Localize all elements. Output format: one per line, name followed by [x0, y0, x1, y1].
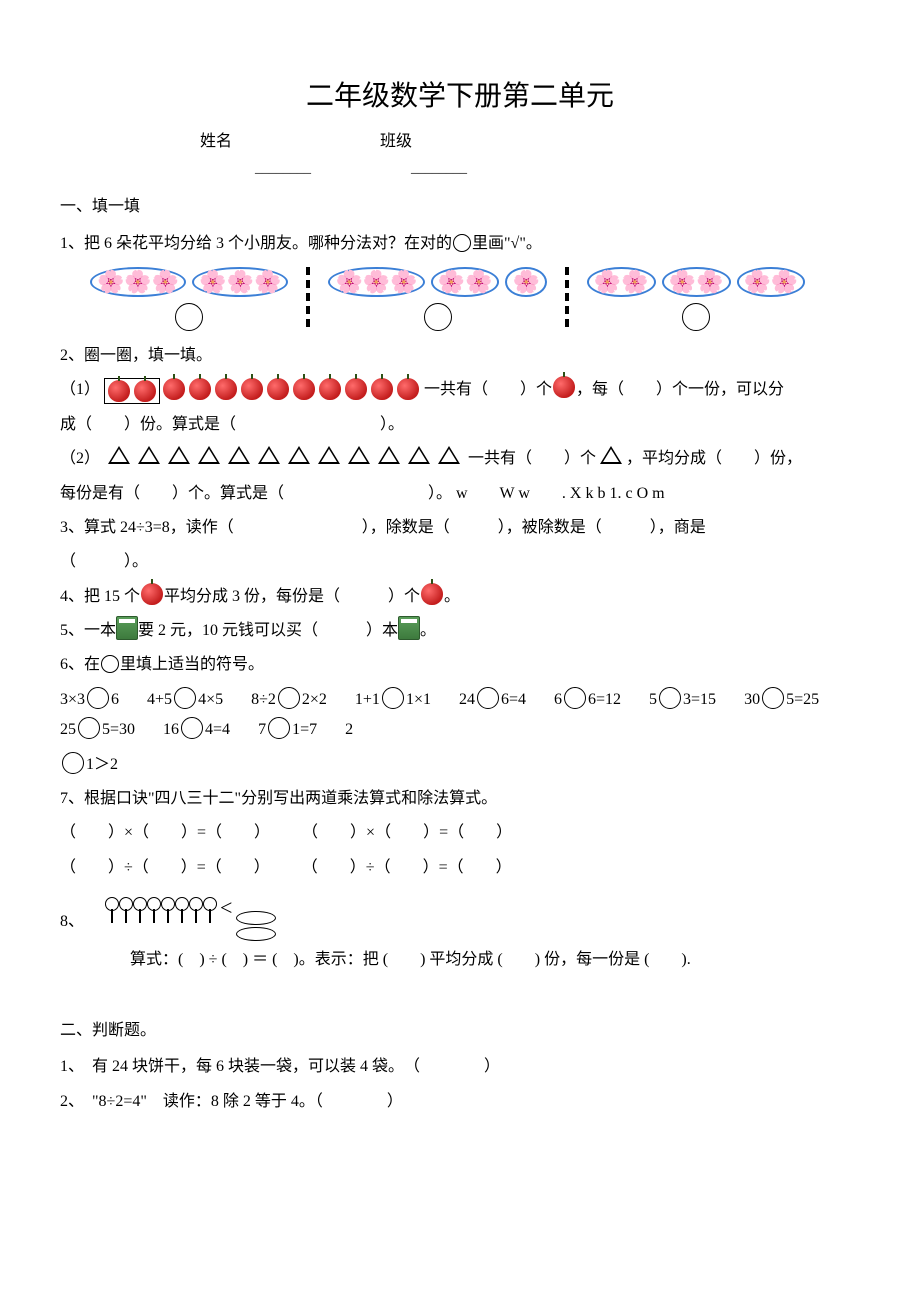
name-label: 姓名 — [200, 133, 232, 150]
book-icon — [398, 616, 420, 640]
q6-item: 66=12 — [554, 685, 621, 715]
fill-circle[interactable] — [87, 687, 109, 709]
option-circle[interactable] — [682, 303, 710, 331]
q7-line1: （ ）×（ ）=（ ） （ ）×（ ）=（ ） — [60, 818, 860, 848]
q8-figure: 8、 < — [60, 887, 860, 941]
q4-line: 4、把 15 个平均分成 3 份，每份是（ ）个。 — [60, 582, 860, 612]
q3-line1: 3、算式 24÷3=8，读作（ ），除数是（ ），被除数是（ ），商是 — [60, 513, 860, 543]
q6-item: 71=7 — [258, 715, 317, 745]
class-label: 班级 — [380, 133, 412, 150]
q6-intro: 6、在里填上适当的符号。 — [60, 650, 860, 680]
option-circle[interactable] — [424, 303, 452, 331]
divider — [306, 267, 310, 327]
triangle-icon — [600, 446, 622, 464]
s2-q2: 2、 "8÷2=4" 读作：8 除 2 等于 4。（ ） — [60, 1087, 860, 1117]
triangle-row — [104, 450, 468, 467]
apple-icon — [421, 583, 443, 605]
q1-circle-icon — [453, 234, 471, 252]
s2-q1: 1、 有 24 块饼干，每 6 块装一袋，可以装 4 袋。 （ ） — [60, 1052, 860, 1082]
apple-icon — [553, 376, 575, 398]
circle-icon[interactable] — [62, 752, 84, 774]
divider — [565, 267, 569, 327]
q8-text: 算式：( ) ÷ ( ) ＝ ( )。表示：把 ( ) 平均分成 ( ) 份，每… — [130, 945, 860, 975]
q6-item: 246=4 — [459, 685, 526, 715]
q2-1-line2: 成（ ）份。算式是（ ）。 — [60, 410, 860, 440]
fill-circle[interactable] — [78, 717, 100, 739]
q6-item: 3×36 — [60, 685, 119, 715]
q1-flower-options: 🌸🌸🌸 🌸🌸🌸 🌸🌸🌸 🌸🌸 🌸 🌸🌸 🌸🌸 🌸🌸 — [90, 267, 860, 331]
fill-circle[interactable] — [477, 687, 499, 709]
q2-2-line2: 每份是有（ ）个。算式是（ ）。 w W w . X k b 1. c O m — [60, 479, 860, 509]
section-2-heading: 二、判断题。 — [60, 1016, 860, 1046]
fill-circle[interactable] — [268, 717, 290, 739]
q3-line2: （ ）。 — [60, 547, 860, 577]
fill-circle[interactable] — [278, 687, 300, 709]
flower-option-1[interactable]: 🌸🌸🌸 🌸🌸🌸 — [90, 267, 288, 331]
q6-item: 1+11×1 — [355, 685, 431, 715]
q6-item: 8÷22×2 — [251, 685, 327, 715]
doc-title: 二年级数学下册第二单元 — [60, 70, 860, 123]
fill-circle[interactable] — [564, 687, 586, 709]
name-class-row: 姓名 班级 — [200, 127, 860, 157]
q2-text: 2、圈一圈，填一填。 — [60, 341, 860, 371]
fill-circle[interactable] — [762, 687, 784, 709]
apple-icon — [141, 583, 163, 605]
q2-1-line1: （1） 一共有（ ）个，每（ ）个一份，可以分 — [60, 375, 860, 405]
option-circle[interactable] — [175, 303, 203, 331]
fill-circle[interactable] — [181, 717, 203, 739]
q7-text: 7、根据口诀"四八三十二"分别写出两道乘法算式和除法算式。 — [60, 784, 860, 814]
q7-line2: （ ）÷（ ）=（ ） （ ）÷（ ）=（ ） — [60, 853, 860, 883]
apple-row — [104, 378, 420, 404]
book-icon — [116, 616, 138, 640]
circle-icon — [101, 655, 119, 673]
q6-items: 3×36 4+54×5 8÷22×2 1+11×1 246=4 66=12 53=15 305… — [60, 685, 860, 746]
q6-item: 164=4 — [163, 715, 230, 745]
q6-item: 53=15 — [649, 685, 716, 715]
blank-lines: ________________ — [255, 156, 860, 183]
fill-circle[interactable] — [659, 687, 681, 709]
q1-text: 1、把 6 朵花平均分给 3 个小朋友。哪种分法对？在对的里画"√"。 — [60, 229, 860, 259]
q5-line: 5、一本要 2 元，10 元钱可以买（ ）本。 — [60, 616, 860, 646]
section-1-heading: 一、填一填 — [60, 192, 860, 222]
q6-tail: 1＞2 — [60, 750, 860, 780]
q2-2-line1: （2） 一共有（ ）个，平均分成（ ）份， — [60, 444, 860, 474]
flower-option-3[interactable]: 🌸🌸 🌸🌸 🌸🌸 — [587, 267, 805, 331]
flower-option-2[interactable]: 🌸🌸🌸 🌸🌸 🌸 — [328, 267, 546, 331]
q6-item: 4+54×5 — [147, 685, 223, 715]
fill-circle[interactable] — [174, 687, 196, 709]
fill-circle[interactable] — [382, 687, 404, 709]
q6-item: 255=30 — [60, 715, 135, 745]
q6-item: 2 — [345, 715, 353, 745]
q6-item: 305=25 — [744, 685, 819, 715]
